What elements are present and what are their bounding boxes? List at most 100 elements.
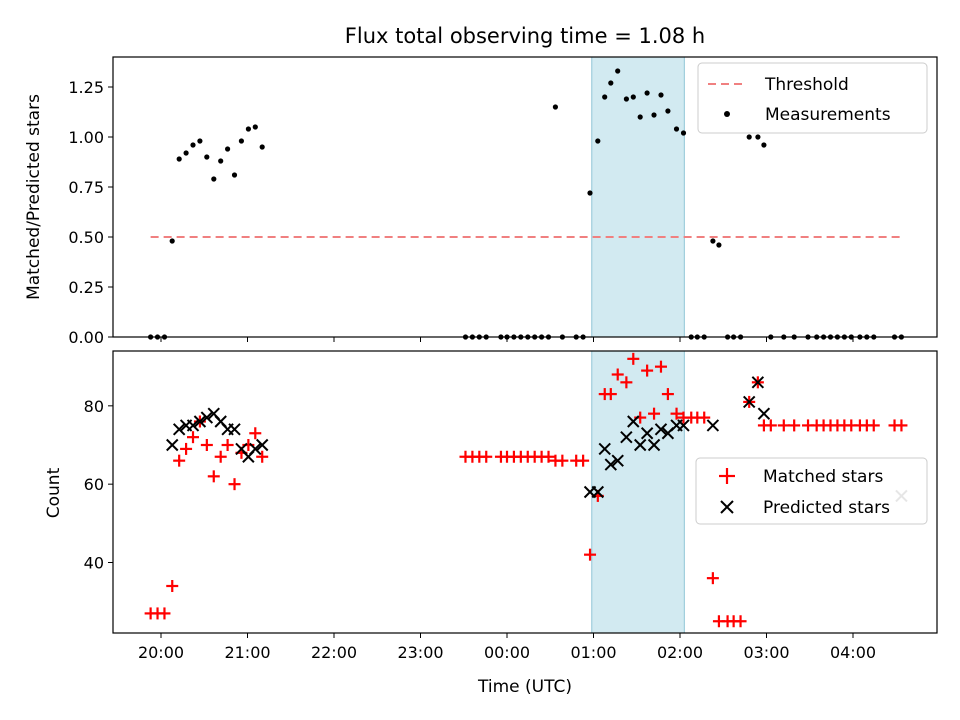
matched-star-point [200, 439, 213, 451]
predicted-stars-series [166, 376, 908, 503]
legend-matched-swatch [719, 468, 735, 484]
measurement-point [197, 138, 203, 144]
measurement-point [710, 238, 716, 244]
legend-measurements-label: Measurements [765, 105, 891, 125]
matched-star-point [734, 615, 747, 628]
measurement-point [746, 134, 752, 140]
matched-star-point [777, 419, 790, 432]
measurement-point [211, 176, 217, 182]
matched-star-point [648, 407, 661, 420]
top-y-axis-label: Matched/Predicted stars [24, 94, 44, 300]
legend-matched-label: Matched stars [763, 467, 883, 487]
bottom-x-tick-label: 01:00 [570, 643, 616, 662]
top-legend-box [697, 62, 928, 134]
matched-star-point [895, 419, 908, 432]
measurement-point [259, 144, 265, 150]
measurement-point [587, 190, 593, 196]
matched-star-point [698, 411, 711, 424]
measurement-point [673, 126, 680, 132]
predicted-star-point [654, 423, 668, 436]
matched-star-point [556, 454, 569, 467]
measurement-point [651, 112, 657, 118]
legend-threshold-label: Threshold [764, 75, 849, 95]
matched-star-point [158, 607, 171, 620]
measurement-point [658, 92, 664, 98]
bottom-y-axis: 40 60 80 [84, 397, 113, 573]
predicted-star-point [611, 454, 624, 467]
predicted-star-point [647, 438, 661, 452]
matched-star-point [611, 368, 624, 381]
predicted-star-point [751, 376, 765, 389]
matched-star-point [584, 548, 597, 561]
bottom-x-tick-label: 22:00 [311, 643, 357, 662]
bottom-legend: Matched stars Predicted stars [695, 457, 928, 525]
measurement-point [252, 124, 258, 130]
matched-star-point [166, 580, 179, 592]
legend-measurements-swatch [724, 111, 730, 117]
predicted-star-point [172, 423, 186, 436]
legend-predicted-label: Predicted stars [763, 498, 890, 518]
measurement-point [245, 126, 251, 132]
measurement-point [602, 94, 608, 100]
matched-star-point [654, 360, 667, 373]
predicted-star-point [620, 430, 633, 444]
matched-star-point [221, 439, 234, 451]
matched-star-point [542, 450, 555, 463]
matched-star-point [867, 419, 880, 432]
top-y-tick-label: 0.75 [68, 178, 104, 197]
predicted-star-point [677, 419, 690, 432]
measurement-point [218, 158, 224, 164]
top-axes-frame [112, 56, 938, 338]
predicted-star-point [757, 407, 771, 420]
measurement-point [552, 104, 559, 110]
predicted-star-point [255, 438, 269, 452]
matched-star-point [627, 352, 640, 365]
bottom-y-tick-label: 60 [84, 475, 104, 494]
bottom-axes-frame [112, 350, 938, 634]
measurement-point [608, 80, 614, 86]
bottom-y-tick-label: 40 [84, 554, 104, 573]
matched-star-point [604, 388, 617, 401]
measurement-point [183, 150, 189, 156]
matched-star-point [173, 454, 186, 467]
measurement-point [615, 68, 621, 74]
measurement-point [665, 108, 671, 114]
matched-star-point [256, 450, 269, 463]
bottom-x-tick-label: 00:00 [484, 643, 530, 662]
measurement-point [225, 146, 231, 152]
bottom-x-tick-label: 02:00 [657, 643, 703, 662]
matched-star-point [214, 450, 227, 463]
matched-star-point [641, 364, 654, 377]
top-y-tick-label: 0.25 [68, 278, 104, 297]
measurement-point [190, 142, 196, 148]
bottom-x-axis: 20:00 21:00 22:00 23:00 00:00 01:00 02:00 03:00… [138, 633, 876, 662]
measurement-point [716, 242, 722, 248]
matched-star-point [480, 450, 493, 463]
predicted-star-point [742, 395, 756, 409]
matched-star-point [620, 376, 633, 389]
top-panel: 0.00 0.25 0.50 0.75 1.00 1.25 Matched/Predict… [24, 56, 938, 347]
bottom-x-tick-label: 23:00 [397, 643, 443, 662]
predicted-star-point [186, 419, 200, 432]
measurement-point [630, 94, 636, 100]
measurement-point [231, 172, 238, 178]
predicted-star-point [193, 415, 207, 428]
top-y-tick-label: 0.00 [68, 328, 104, 347]
matched-star-point [670, 407, 683, 420]
measurement-point [176, 156, 182, 162]
measurement-point [680, 130, 687, 136]
top-y-tick-label: 0.50 [68, 228, 104, 247]
predicted-star-point [706, 419, 720, 432]
bottom-x-tick-label: 21:00 [224, 643, 270, 662]
top-x-axis [160, 337, 854, 342]
predicted-star-point [249, 442, 262, 456]
measurement-point [204, 154, 210, 160]
matched-star-point [187, 431, 200, 444]
matched-star-point [764, 419, 777, 432]
top-y-tick-label: 1.25 [68, 78, 104, 97]
bottom-x-tick-label: 20:00 [138, 643, 184, 662]
matched-star-point [180, 442, 193, 455]
matched-star-point [706, 572, 719, 585]
bottom-legend-box [695, 457, 928, 525]
